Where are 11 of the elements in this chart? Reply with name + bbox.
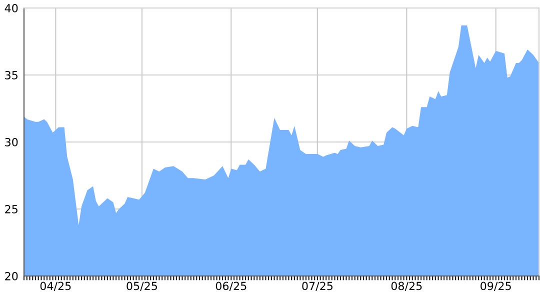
x-tick-label: 07/25 <box>302 282 333 292</box>
x-tick-label: 05/25 <box>126 282 157 292</box>
y-tick-label: 35 <box>5 70 18 80</box>
y-tick-label: 40 <box>4 4 18 12</box>
y-tick-label: 30 <box>5 138 18 146</box>
x-tick-label: 08/25 <box>391 282 422 292</box>
x-tick-label: 04/25 <box>40 282 71 292</box>
y-tick-label: 25 <box>5 204 18 214</box>
y-tick-label: 20 <box>5 272 18 280</box>
x-tick-label: 06/25 <box>216 282 246 292</box>
x-tick-label: 09/25 <box>480 282 511 292</box>
